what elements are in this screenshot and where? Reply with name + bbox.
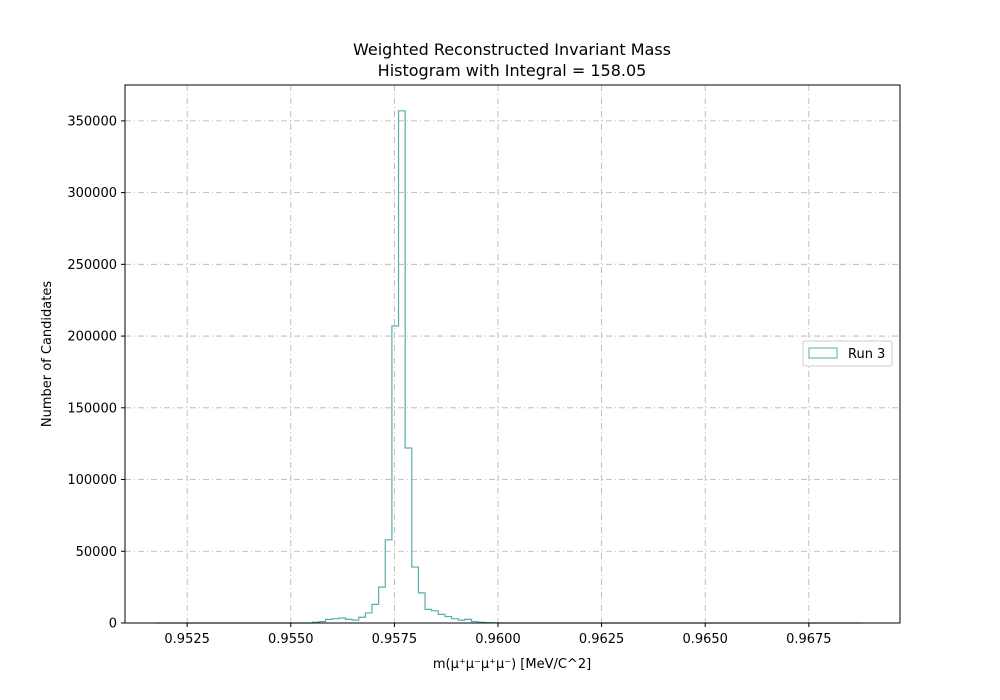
y-tick-label: 100000 xyxy=(67,473,117,488)
histogram-outline-run-3 xyxy=(154,110,863,624)
grid-lines xyxy=(125,85,900,624)
y-tick-label: 300000 xyxy=(67,186,117,201)
y-tick-label: 0 xyxy=(109,617,117,632)
y-axis-label: Number of Candidates xyxy=(40,281,55,427)
x-tick-label: 0.9600 xyxy=(475,632,521,647)
x-axis-ticks: 0.9525 0.9550 0.9575 0.9600 0.9625 0.9650 0.96… xyxy=(164,623,832,647)
x-axis-label: m(μ⁺μ⁻μ⁺μ⁻) [MeV/C^2] xyxy=(433,657,591,672)
chart-title-line-1: Weighted Reconstructed Invariant Mass xyxy=(353,40,671,59)
y-tick-label: 50000 xyxy=(76,545,117,560)
histogram-series xyxy=(154,110,863,624)
y-tick-label: 150000 xyxy=(67,401,117,416)
y-tick-label: 200000 xyxy=(67,330,117,345)
legend-swatch xyxy=(808,347,838,359)
x-tick-label: 0.9675 xyxy=(786,632,832,647)
y-tick-label: 350000 xyxy=(67,114,117,129)
y-axis-ticks: 0 50000 100000 150000 200000 250000 300000 3500… xyxy=(67,114,125,632)
x-tick-label: 0.9650 xyxy=(682,632,728,647)
legend-label-run-3: Run 3 xyxy=(848,347,885,362)
legend-box xyxy=(802,340,893,367)
x-tick-label: 0.9525 xyxy=(164,632,210,647)
x-tick-label: 0.9575 xyxy=(372,632,418,647)
plot-frame xyxy=(124,84,901,624)
y-tick-label: 250000 xyxy=(67,258,117,273)
chart-title-line-2: Histogram with Integral = 158.05 xyxy=(378,61,647,80)
x-tick-label: 0.9550 xyxy=(268,632,314,647)
x-tick-label: 0.9625 xyxy=(579,632,625,647)
legend: Run 3 xyxy=(802,340,893,367)
